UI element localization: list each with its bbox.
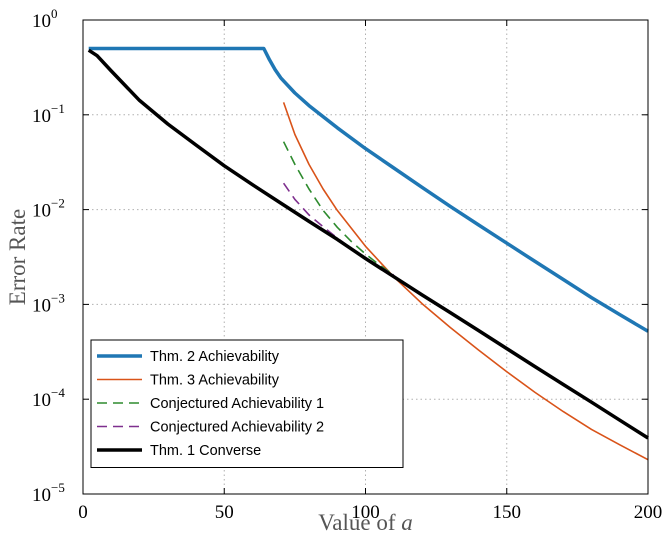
y-tick-label: 10−2 — [32, 196, 65, 222]
y-tick-label: 10−4 — [32, 385, 65, 411]
series-line-3 — [282, 141, 395, 276]
y-tick-label: 100 — [32, 6, 58, 32]
y-tick-label: 10−5 — [32, 480, 65, 506]
x-tick-label: 200 — [634, 502, 663, 523]
y-tick-label: 10−3 — [32, 290, 65, 316]
series-line-1 — [88, 46, 649, 333]
y-tick-label: 10−1 — [32, 101, 65, 127]
legend-label-4: Conjectured Achievability 2 — [150, 420, 324, 436]
x-tick-label: 100 — [351, 502, 380, 523]
legend-label-5: Thm. 1 Converse — [150, 443, 261, 459]
legend-label-2: Thm. 3 Achievability — [150, 373, 280, 389]
legend-label-1: Thm. 2 Achievability — [150, 349, 280, 365]
x-tick-label: 150 — [493, 502, 522, 523]
legend-label-3: Conjectured Achievability 1 — [150, 396, 324, 412]
legend-box — [90, 339, 404, 468]
y-axis-title: Error Rate — [5, 209, 30, 305]
axis-ticks: 0 50 100 150 200 10−5 10−4 10−3 10−2 10−1 100 — [32, 6, 662, 523]
x-tick-label: 0 — [78, 502, 88, 523]
x-tick-label: 50 — [215, 502, 234, 523]
series-lines — [87, 46, 649, 461]
series-line-5 — [87, 48, 649, 440]
x-axis-title: Value of a — [318, 510, 413, 535]
legend: Thm. 2 Achievability Thm. 3 Achievability… — [90, 339, 404, 468]
series-line-2 — [282, 102, 649, 461]
